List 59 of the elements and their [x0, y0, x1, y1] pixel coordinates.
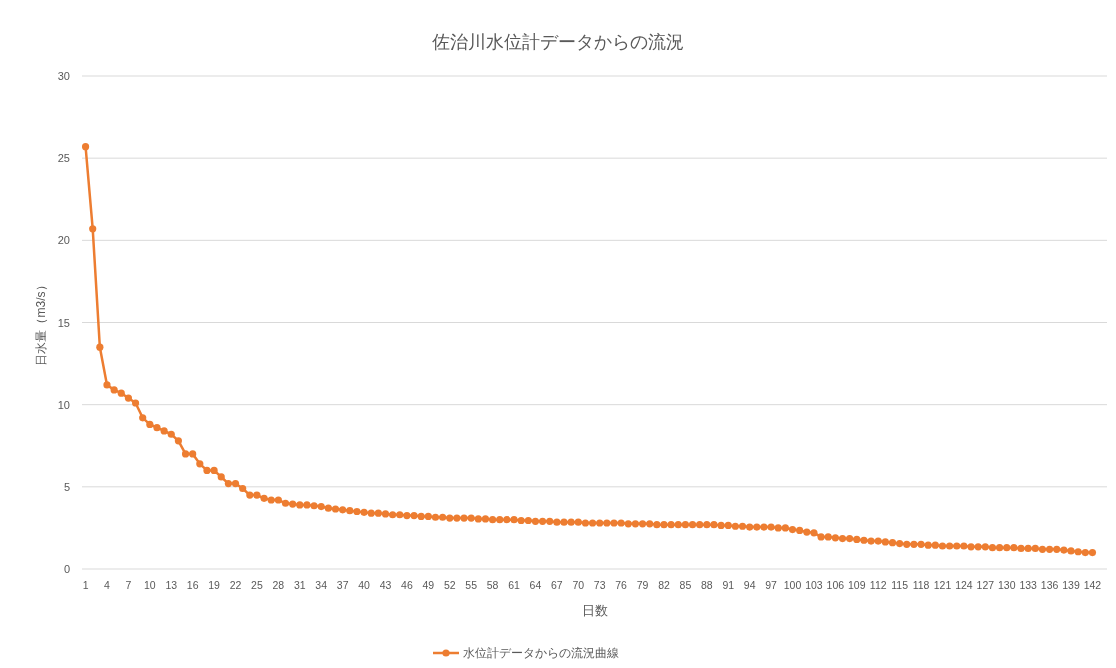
- x-tick-label: 82: [658, 579, 670, 591]
- x-tick-label: 70: [572, 579, 585, 591]
- x-tick-label: 100: [783, 579, 802, 591]
- x-tick-label: 43: [379, 579, 392, 591]
- x-tick-label: 22: [229, 579, 242, 591]
- x-tick-label: 124: [955, 579, 973, 591]
- x-tick-label: 64: [529, 579, 542, 591]
- y-tick-label: 10: [57, 398, 70, 411]
- x-tick-label: 121: [933, 579, 952, 591]
- x-tick-label: 58: [486, 579, 499, 591]
- y-axis-title: 日水量（m3/s）: [34, 279, 48, 366]
- x-tick-label: 46: [401, 579, 413, 591]
- x-tick-label: 97: [765, 579, 778, 591]
- x-tick-label: 16: [186, 579, 199, 591]
- x-tick-label: 61: [508, 579, 521, 591]
- y-tick-label: 0: [63, 563, 70, 575]
- x-tick-label: 1: [82, 579, 89, 591]
- x-tick-label: 109: [848, 579, 866, 591]
- x-tick-label: 67: [551, 579, 563, 591]
- x-tick-label: 130: [997, 579, 1016, 591]
- x-tick-label: 4: [104, 579, 111, 591]
- x-tick-label: 37: [336, 579, 349, 591]
- x-tick-label: 79: [636, 579, 649, 591]
- y-tick-label: 25: [57, 152, 70, 165]
- x-tick-label: 49: [422, 579, 435, 591]
- x-tick-label: 115: [891, 579, 909, 591]
- y-tick-label: 5: [63, 480, 70, 493]
- x-tick-label: 73: [593, 579, 606, 591]
- y-tick-label: 30: [57, 70, 70, 82]
- x-tick-label: 40: [358, 579, 371, 591]
- x-tick-label: 94: [743, 579, 756, 591]
- legend-label: 水位計データからの流況曲線: [463, 646, 619, 660]
- x-tick-label: 127: [976, 579, 995, 591]
- x-tick-label: 28: [272, 579, 285, 591]
- x-tick-label: 25: [251, 579, 263, 591]
- x-tick-label: 31: [293, 579, 306, 591]
- y-tick-label: 20: [57, 234, 70, 247]
- x-tick-label: 106: [826, 579, 845, 591]
- x-tick-label: 34: [315, 579, 328, 591]
- x-tick-label: 118: [912, 579, 930, 591]
- x-axis-title: 日数: [581, 603, 608, 618]
- x-tick-label: 7: [125, 579, 132, 591]
- x-tick-label: 142: [1083, 579, 1102, 591]
- x-tick-label: 103: [805, 579, 823, 591]
- x-tick-label: 76: [615, 579, 628, 591]
- x-tick-label: 112: [869, 579, 887, 591]
- x-tick-label: 133: [1019, 579, 1038, 591]
- x-tick-label: 139: [1062, 579, 1080, 591]
- x-tick-label: 13: [165, 579, 178, 591]
- x-tick-label: 55: [465, 579, 478, 591]
- x-tick-label: 136: [1040, 579, 1059, 591]
- x-tick-label: 85: [679, 579, 692, 591]
- x-tick-label: 10: [143, 579, 156, 591]
- chart-title: 佐治川水位計データからの流況: [432, 32, 684, 52]
- x-tick-label: 91: [722, 579, 735, 591]
- x-tick-label: 19: [208, 579, 221, 591]
- y-tick-label: 15: [57, 316, 70, 329]
- x-tick-label: 52: [443, 579, 456, 591]
- x-tick-label: 88: [700, 579, 713, 591]
